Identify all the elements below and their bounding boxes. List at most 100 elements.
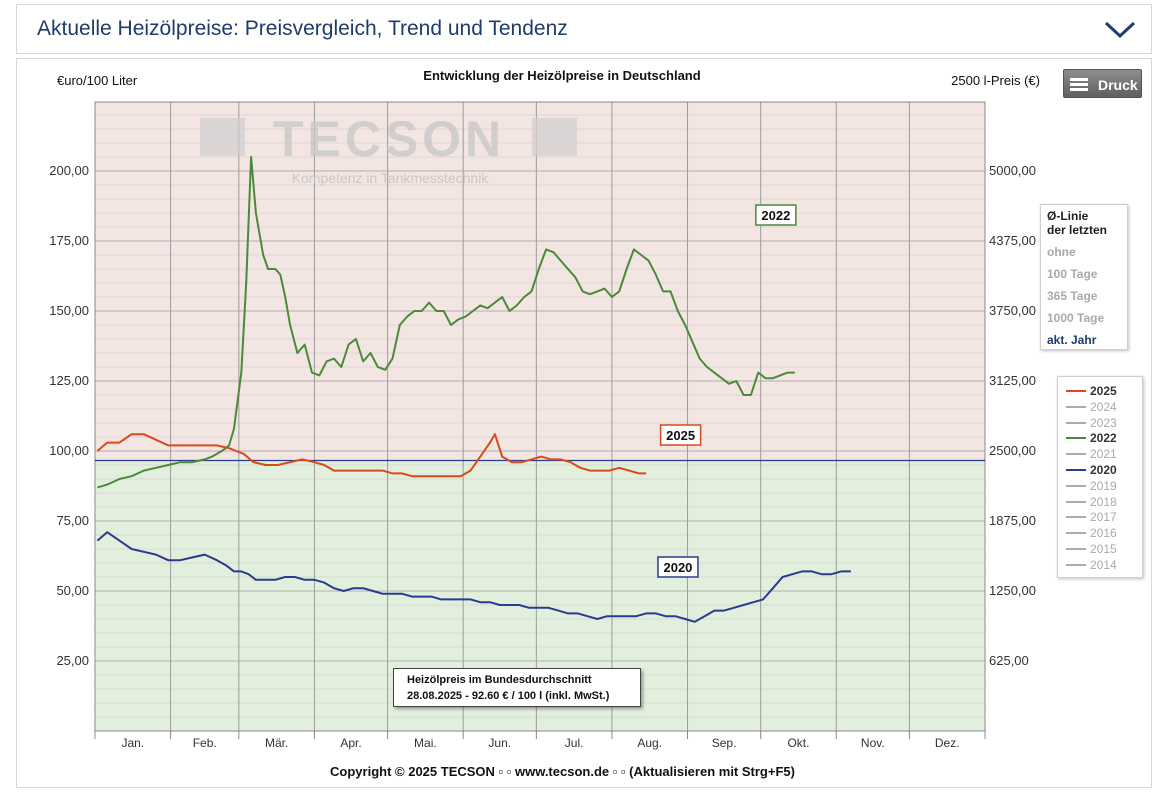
legend-item-2020[interactable]: 2020 bbox=[1066, 462, 1140, 478]
legend-swatch bbox=[1066, 484, 1086, 487]
x-tick-label: Dez. bbox=[935, 736, 960, 750]
legend-label: 2023 bbox=[1090, 415, 1117, 430]
legend-item-2017[interactable]: 2017 bbox=[1066, 509, 1140, 525]
x-tick-label: Jul. bbox=[565, 736, 584, 750]
y-tick-label-left: 100,00 bbox=[49, 443, 89, 458]
series-label-2020: 2020 bbox=[663, 560, 692, 575]
legend-label: 2014 bbox=[1090, 557, 1117, 572]
x-tick-label: Nov. bbox=[861, 736, 885, 750]
y-tick-label-right: 1875,00 bbox=[989, 513, 1036, 528]
x-tick-label: Mär. bbox=[265, 736, 288, 750]
y-tick-label-left: 50,00 bbox=[56, 583, 89, 598]
y-tick-label-right: 1250,00 bbox=[989, 583, 1036, 598]
legend-item-2019[interactable]: 2019 bbox=[1066, 478, 1140, 494]
page-title: Aktuelle Heizölpreise: Preisvergleich, T… bbox=[37, 17, 568, 40]
average-title-line2: der letzten bbox=[1047, 223, 1108, 237]
y-tick-label-left: 200,00 bbox=[49, 163, 89, 178]
y-tick-label-left: 150,00 bbox=[49, 303, 89, 318]
legend-swatch bbox=[1066, 500, 1086, 503]
series-line-2020 bbox=[96, 531, 851, 623]
legend-label: 2022 bbox=[1090, 431, 1117, 446]
legend-swatch bbox=[1066, 532, 1086, 535]
series-label-box-2025 bbox=[659, 424, 702, 446]
y-tick-label-right: 2500,00 bbox=[989, 443, 1036, 458]
y-axis-label-left: €uro/100 Liter bbox=[57, 73, 138, 88]
legend-item-2018[interactable]: 2018 bbox=[1066, 494, 1140, 510]
x-tick-label: Apr. bbox=[340, 736, 361, 750]
copyright-footer: Copyright © 2025 TECSON ▫ ▫ www.tecson.d… bbox=[330, 764, 795, 779]
legend-item-2015[interactable]: 2015 bbox=[1066, 541, 1140, 557]
y-tick-label-right: 4375,00 bbox=[989, 233, 1036, 248]
legend-item-2023[interactable]: 2023 bbox=[1066, 415, 1140, 431]
legend-swatch bbox=[1066, 469, 1086, 471]
y-tick-label-left: 25,00 bbox=[56, 653, 89, 668]
legend-swatch bbox=[1066, 563, 1086, 566]
y-tick-label-left: 175,00 bbox=[49, 233, 89, 248]
legend-swatch bbox=[1066, 548, 1086, 550]
x-tick-label: Mai. bbox=[414, 736, 437, 750]
legend-label: 2018 bbox=[1090, 494, 1117, 509]
info-line-2: 28.08.2025 - 92.60 € / 100 l (inkl. MwSt… bbox=[407, 690, 610, 702]
chevron-down-icon[interactable] bbox=[1103, 17, 1137, 41]
x-tick-label: Jun. bbox=[488, 736, 511, 750]
y-tick-label-left: 125,00 bbox=[49, 373, 89, 388]
legend-item-2025[interactable]: 2025 bbox=[1066, 383, 1140, 399]
average-line-selector: Ø-Linie der letzten ohne 100 Tage 365 Tage… bbox=[1040, 204, 1128, 350]
series-line-2022 bbox=[97, 156, 795, 489]
average-title-line1: Ø-Linie bbox=[1047, 209, 1089, 223]
legend-item-2024[interactable]: 2024 bbox=[1066, 399, 1140, 415]
print-button-label: Druck bbox=[1098, 77, 1138, 93]
series-label-box-2020 bbox=[657, 556, 699, 578]
series-label-2022: 2022 bbox=[761, 208, 790, 223]
watermark-brand: TECSON bbox=[273, 111, 505, 167]
legend-swatch bbox=[1066, 405, 1086, 408]
legend-label: 2019 bbox=[1090, 478, 1117, 493]
legend-swatch bbox=[1066, 421, 1086, 424]
legend-label: 2020 bbox=[1090, 463, 1117, 477]
y-tick-label-right: 625,00 bbox=[989, 653, 1029, 668]
x-tick-label: Jan. bbox=[121, 736, 144, 750]
watermark-block-right bbox=[532, 118, 577, 156]
print-button[interactable]: Druck bbox=[1063, 69, 1142, 98]
x-tick-label: Okt. bbox=[787, 736, 809, 750]
chart-legend: 2025 2024 2023 2022 2021 2020 2019 2018 2017 2016… bbox=[1057, 376, 1143, 578]
x-tick-label: Sep. bbox=[712, 736, 737, 750]
series-label-box-2022 bbox=[755, 204, 797, 226]
average-option[interactable]: 100 Tage bbox=[1047, 267, 1098, 281]
legend-swatch bbox=[1066, 516, 1086, 519]
y-axis-label-right: 2500 l-Preis (€) bbox=[951, 73, 1040, 88]
legend-label: 2024 bbox=[1090, 399, 1117, 414]
average-title: Ø-Linie der letzten bbox=[1047, 209, 1107, 237]
legend-swatch bbox=[1066, 437, 1086, 440]
average-option[interactable]: 1000 Tage bbox=[1047, 311, 1105, 325]
info-box: Heizölpreis im Bundesdurchschnitt 28.08.… bbox=[393, 668, 641, 707]
legend-item-2022[interactable]: 2022 bbox=[1066, 430, 1140, 446]
print-icon bbox=[1070, 78, 1088, 91]
y-tick-label-right: 3750,00 bbox=[989, 303, 1036, 318]
watermark-block-left bbox=[200, 118, 245, 156]
legend-swatch bbox=[1066, 453, 1086, 456]
legend-label: 2021 bbox=[1090, 447, 1117, 462]
legend-label: 2017 bbox=[1090, 510, 1117, 525]
page-header: Aktuelle Heizölpreise: Preisvergleich, T… bbox=[16, 4, 1152, 54]
average-option[interactable]: akt. Jahr bbox=[1047, 333, 1097, 347]
legend-label: 2025 bbox=[1090, 384, 1117, 398]
x-tick-label: Feb. bbox=[193, 736, 217, 750]
legend-item-2021[interactable]: 2021 bbox=[1066, 446, 1140, 462]
average-option[interactable]: 365 Tage bbox=[1047, 289, 1098, 303]
legend-item-2016[interactable]: 2016 bbox=[1066, 525, 1140, 541]
watermark-tagline: Kompetenz in Tankmesstechnik bbox=[292, 170, 490, 186]
legend-item-2014[interactable]: 2014 bbox=[1066, 557, 1140, 573]
plot-border bbox=[94, 101, 986, 732]
legend-swatch bbox=[1066, 390, 1086, 392]
y-tick-label-right: 3125,00 bbox=[989, 373, 1036, 388]
y-tick-label-right: 5000,00 bbox=[989, 163, 1036, 178]
legend-label: 2016 bbox=[1090, 526, 1117, 541]
y-tick-label-left: 75,00 bbox=[56, 513, 89, 528]
legend-label: 2015 bbox=[1090, 542, 1117, 556]
x-tick-label: Aug. bbox=[637, 736, 662, 750]
average-option[interactable]: ohne bbox=[1047, 245, 1076, 259]
series-label-2025: 2025 bbox=[666, 428, 695, 443]
series-line-2025 bbox=[96, 433, 647, 478]
